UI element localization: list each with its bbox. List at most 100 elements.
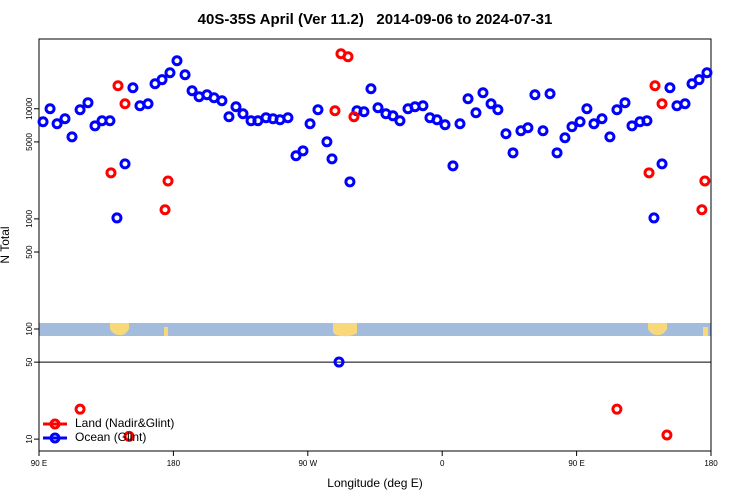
y-tick-label: 100 <box>25 322 34 336</box>
point <box>179 69 191 81</box>
point <box>312 104 324 116</box>
point <box>164 67 176 79</box>
point <box>500 128 512 140</box>
point <box>51 118 63 130</box>
point <box>470 107 482 119</box>
point <box>82 97 94 109</box>
point <box>611 403 623 415</box>
y-tick-label: 1000 <box>25 209 34 227</box>
point <box>566 121 578 133</box>
point <box>656 98 668 110</box>
point <box>522 122 534 134</box>
point <box>477 87 489 99</box>
point <box>604 131 616 143</box>
point <box>282 112 294 124</box>
point <box>661 429 673 441</box>
point <box>664 82 676 94</box>
point <box>699 175 711 187</box>
point <box>559 132 571 144</box>
y-tick-label: 50 <box>25 357 34 366</box>
point <box>304 118 316 130</box>
y-tick-label: 500 <box>25 245 34 259</box>
point <box>544 88 556 100</box>
point <box>186 85 198 97</box>
point <box>696 204 708 216</box>
point <box>656 158 668 170</box>
point <box>162 175 174 187</box>
point <box>329 105 341 117</box>
point <box>44 103 56 115</box>
legend-label: Land (Nadir&Glint) <box>75 416 174 430</box>
point <box>171 55 183 67</box>
point <box>123 430 135 442</box>
point <box>348 111 360 123</box>
point <box>574 116 586 128</box>
point <box>365 83 377 95</box>
point <box>529 89 541 101</box>
point <box>66 131 78 143</box>
point <box>417 100 429 112</box>
point <box>454 118 466 130</box>
point <box>74 403 86 415</box>
point <box>447 160 459 172</box>
x-tick-label: 90 E <box>31 459 47 468</box>
map-strip <box>39 323 711 337</box>
point <box>358 106 370 118</box>
point <box>648 212 660 224</box>
point <box>230 101 242 113</box>
point <box>462 93 474 105</box>
chart-title: 40S-35S April (Ver 11.2) 2014-09-06 to 2… <box>198 11 553 28</box>
x-tick-label: 90 E <box>568 459 584 468</box>
point <box>297 145 309 157</box>
point <box>641 115 653 127</box>
point <box>111 212 123 224</box>
x-tick-label: 180 <box>704 459 718 468</box>
point <box>701 67 713 79</box>
point <box>679 98 691 110</box>
point <box>431 114 443 126</box>
point <box>611 104 623 116</box>
point <box>649 80 661 92</box>
legend-marker <box>49 418 61 430</box>
point <box>104 115 116 127</box>
point <box>394 115 406 127</box>
point <box>619 97 631 109</box>
point <box>551 147 563 159</box>
point <box>37 116 49 128</box>
point <box>507 147 519 159</box>
point <box>372 102 384 114</box>
point <box>105 167 117 179</box>
point <box>321 136 333 148</box>
point <box>588 118 600 130</box>
point <box>342 51 354 63</box>
legend-marker <box>49 432 61 444</box>
point <box>142 98 154 110</box>
point <box>159 204 171 216</box>
y-axis-label: N Total <box>0 226 12 263</box>
x-tick-label: 0 <box>440 459 445 468</box>
x-tick-label: 90 W <box>298 459 317 468</box>
point <box>127 82 139 94</box>
point <box>237 108 249 120</box>
point <box>693 74 705 86</box>
point <box>333 356 345 368</box>
point <box>626 120 638 132</box>
x-axis-label: Longitude (deg E) <box>327 476 422 490</box>
y-tick-label: 5000 <box>25 132 34 150</box>
point <box>643 167 655 179</box>
point <box>119 98 131 110</box>
y-tick-label: 10000 <box>25 97 34 120</box>
point <box>439 119 451 131</box>
point <box>326 153 338 165</box>
point <box>290 150 302 162</box>
point <box>216 95 228 107</box>
point <box>344 176 356 188</box>
point <box>485 98 497 110</box>
x-tick-label: 180 <box>167 459 181 468</box>
point <box>596 113 608 125</box>
y-tick-label: 10 <box>25 434 34 443</box>
point <box>59 113 71 125</box>
point <box>581 103 593 115</box>
legend-label: Ocean (Glint) <box>75 430 146 444</box>
